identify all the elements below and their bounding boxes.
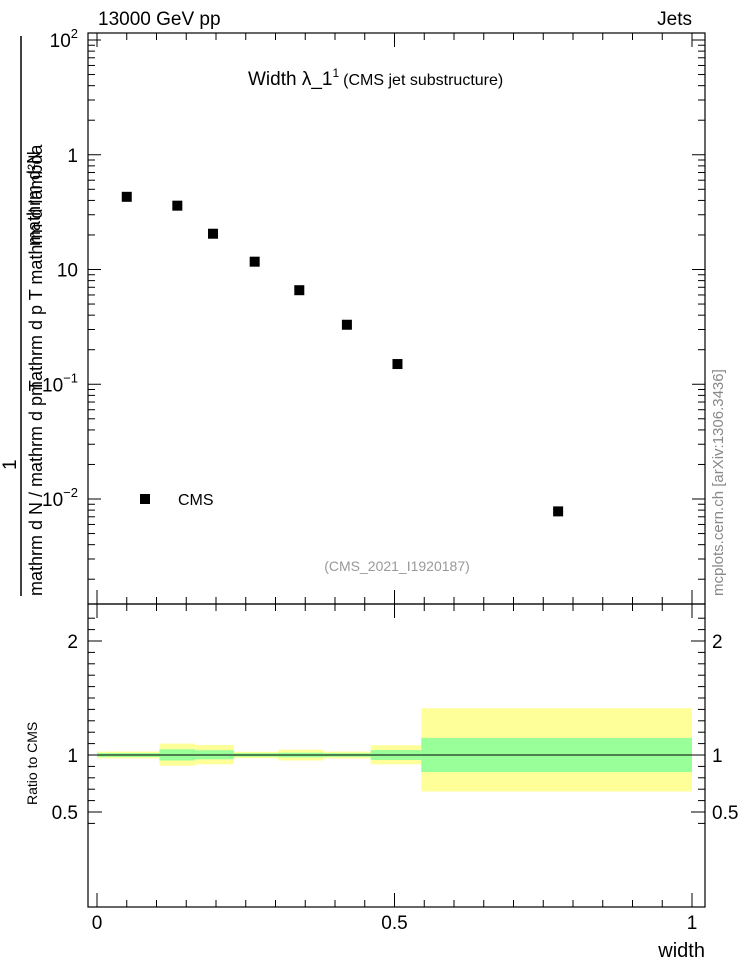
watermark: mcplots.cern.ch [arXiv:1306.3436] [710,369,727,596]
ylabel-top: mathrm d²N [24,151,44,246]
header-right: Jets [657,9,692,30]
plot-title: Width λ_11 (CMS jet substructure) [248,66,503,90]
data-point [341,319,352,330]
main-frame [87,32,706,605]
plot-title-sup: 1 [332,66,339,80]
ratio-y-tick-label: 1 [67,746,78,767]
data-point [121,191,132,202]
y-tick-label: 10 [57,261,78,282]
ratio-plot: 0 0.5 1 0.5 0.5 1 1 2 2 [52,603,738,934]
y-tick-label: 1 [67,146,78,167]
x-tick-label: 1 [687,913,698,934]
ratio-y-tick-label-right: 0.5 [712,803,738,824]
y-tick-exponent: −2 [63,485,78,500]
ratio-y-tick-label: 0.5 [52,803,78,824]
y-tick-label: 10−2 [42,485,78,511]
x-tick-label: 0 [92,913,103,934]
y-tick-base: 10 [42,375,63,396]
header-left: 13000 GeV pp [98,9,221,30]
x-tick-label: 0.5 [381,913,407,934]
data-point [249,256,260,267]
y-tick-base: 10 [57,261,78,282]
xlabel: width [657,940,705,962]
data-point [172,200,183,211]
y-tick-base: 1 [67,146,78,167]
ratio-y-tick-label-right: 1 [712,746,723,767]
data-point [553,506,564,517]
plot-subtitle: (CMS jet substructure) [343,72,503,89]
ratio-y-tick-label: 2 [67,632,78,653]
ratio-y-tick-label-right: 2 [712,632,723,653]
ylabel-middle: mathrm d p T mathrm d lambda [26,144,46,396]
y-tick-exponent: −1 [63,370,78,385]
ylabel-bottom: mathrm d N / mathrm d p T [26,380,46,596]
ylabel-numerator: 1 [0,459,21,470]
y-tick-base: 10 [50,31,71,52]
legend-label: CMS [178,492,214,509]
data-point [294,285,305,296]
y-tick-label: 102 [50,26,78,52]
data-point [208,228,219,239]
y-tick-exponent: 2 [71,26,78,41]
legend-marker [140,494,150,504]
main-ylabel: 1 mathrm d²N mathrm d p T mathrm d lambd… [0,36,46,596]
ratio-ylabel: Ratio to CMS [24,722,40,805]
y-tick-label: 10−1 [42,370,78,396]
data-point [392,359,403,370]
plot-title-main: Width λ_1 [248,69,332,90]
y-tick-base: 10 [42,490,63,511]
analysis-tag: (CMS_2021_I1920187) [324,558,470,574]
